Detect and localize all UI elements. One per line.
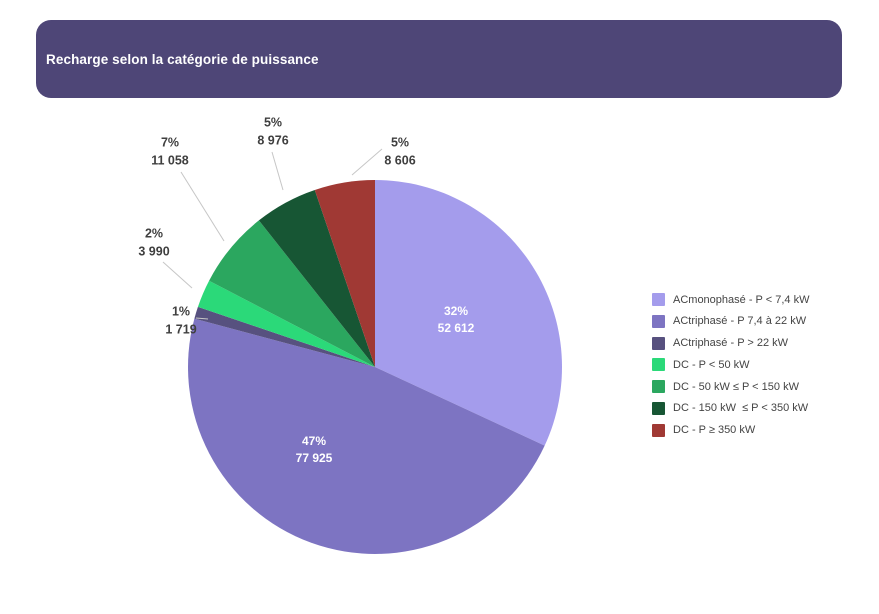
- legend-label: ACtriphasé - P > 22 kW: [673, 337, 789, 350]
- pie-slice-4: [209, 220, 375, 367]
- pie-slice-6: [314, 180, 375, 367]
- legend-item: ACtriphasé - P > 22 kW: [652, 336, 809, 350]
- slice-value-label: 3 990: [138, 244, 169, 258]
- legend-swatch: [652, 293, 665, 306]
- chart-title: Recharge selon la catégorie de puissance: [46, 51, 319, 67]
- legend-swatch: [652, 380, 665, 394]
- label-leader-line: [180, 171, 225, 242]
- slice-value-label: 77 925: [296, 451, 333, 465]
- legend-item: DC - 150 kW ≤ P < 350 kW: [652, 401, 809, 415]
- slice-percent-label: 47%: [302, 434, 326, 448]
- pie-slice-3: [197, 280, 375, 367]
- legend: ACmonophasé - P < 7,4 kW ACtriphasé - P 7…: [652, 293, 809, 437]
- slice-value-label: 52 612: [438, 321, 475, 335]
- slice-value-label: 8 976: [257, 133, 288, 147]
- slice-percent-label: 32%: [444, 304, 468, 318]
- legend-label: ACmonophasé - P < 7,4 kW: [673, 293, 810, 306]
- slice-percent-label: 1%: [172, 304, 190, 318]
- pie-slice-1: [188, 318, 545, 554]
- legend-item: ACtriphasé - P 7,4 à 22 kW: [652, 314, 809, 328]
- label-leader-line: [162, 261, 193, 289]
- legend-item: DC - P ≥ 350 kW: [652, 423, 809, 437]
- slice-percent-label: 7%: [161, 135, 179, 149]
- legend-item: DC - 50 kW ≤ P < 150 kW: [652, 380, 809, 394]
- slice-value-label: 11 058: [151, 153, 189, 167]
- legend-label: DC - P < 50 kW: [673, 358, 750, 371]
- legend-swatch: [652, 401, 665, 415]
- legend-swatch: [652, 423, 665, 437]
- chart-title-bar: Recharge selon la catégorie de puissance: [36, 20, 842, 98]
- legend-label: DC - 150 kW ≤ P < 350 kW: [673, 402, 809, 415]
- legend-swatch: [652, 314, 665, 328]
- legend-label: DC - 50 kW ≤ P < 150 kW: [673, 380, 799, 393]
- pie-slice-5: [258, 189, 375, 367]
- pie-slice-0: [375, 180, 562, 446]
- slice-percent-label: 5%: [264, 115, 282, 129]
- slice-percent-label: 2%: [145, 226, 163, 240]
- legend-swatch: [652, 336, 665, 350]
- legend-label: DC - P ≥ 350 kW: [673, 424, 756, 437]
- pie-slice-2: [194, 306, 375, 367]
- legend-label: ACtriphasé - P 7,4 à 22 kW: [673, 315, 807, 328]
- label-leader-line: [195, 317, 209, 320]
- legend-item: DC - P < 50 kW: [652, 358, 809, 372]
- legend-swatch: [652, 358, 665, 372]
- slice-percent-label: 5%: [391, 135, 409, 149]
- label-leader-line: [271, 151, 284, 191]
- slice-value-label: 8 606: [384, 153, 415, 167]
- label-leader-line: [351, 148, 383, 176]
- legend-item: ACmonophasé - P < 7,4 kW: [652, 293, 809, 306]
- slice-value-label: 1 719: [165, 322, 196, 336]
